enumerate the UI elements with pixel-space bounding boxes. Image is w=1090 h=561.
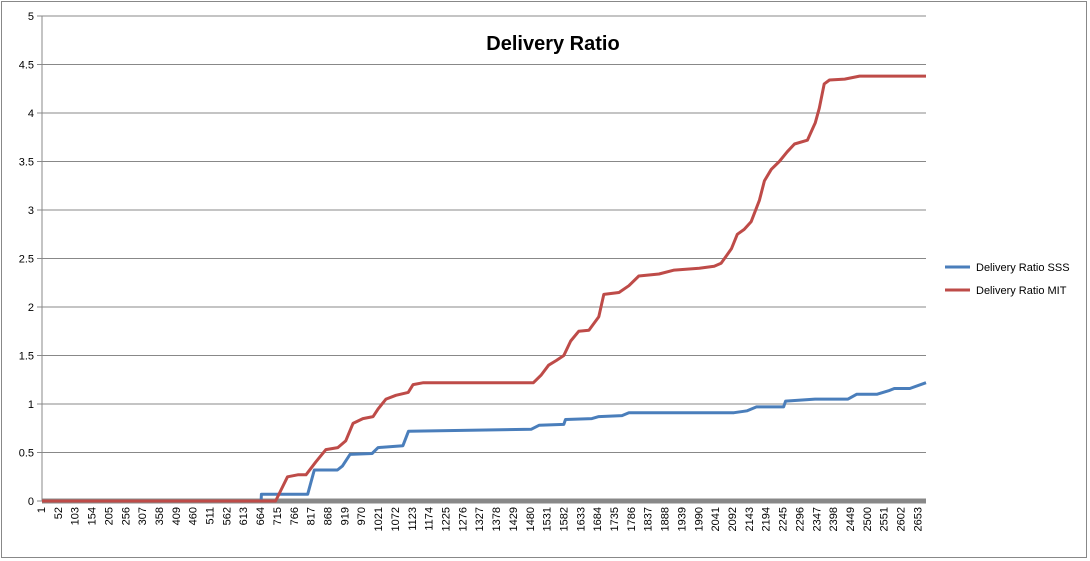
x-tick-label: 1021 [373,507,385,531]
x-tick-label: 868 [323,507,335,525]
x-tick-label: 154 [87,507,99,525]
x-tick-label: 2245 [778,507,790,531]
x-tick-label: 2296 [794,507,806,531]
x-tick-label: 1837 [643,507,655,531]
x-tick-label: 2092 [727,507,739,531]
x-tick-label: 409 [171,507,183,525]
y-tick-label: 1 [28,399,34,411]
x-tick-label: 358 [154,507,166,525]
x-tick-label: 1174 [424,507,436,531]
x-tick-label: 715 [272,507,284,525]
x-tick-label: 1684 [592,507,604,531]
x-tick-label: 2398 [828,507,840,531]
x-tick-label: 2194 [761,507,773,531]
x-tick-label: 766 [289,507,301,525]
x-tick-label: 1327 [474,507,486,531]
x-tick-label: 1939 [676,507,688,531]
x-tick-label: 1786 [626,507,638,531]
y-tick-label: 4 [28,108,34,120]
x-tick-label: 1429 [508,507,520,531]
x-tick-label: 2041 [710,507,722,531]
x-tick-label: 1582 [558,507,570,531]
legend-label: Delivery Ratio MIT [976,285,1067,297]
y-tick-label: 1.5 [19,351,34,363]
x-tick-label: 307 [137,507,149,525]
y-tick-label: 4.5 [19,60,34,72]
x-tick-label: 562 [221,507,233,525]
y-tick-label: 0.5 [19,448,34,460]
x-tick-label: 2500 [862,507,874,531]
x-tick-label: 2347 [811,507,823,531]
x-tick-label: 1531 [542,507,554,531]
x-tick-label: 2653 [912,507,924,531]
series-line-mit [42,74,926,503]
x-tick-label: 205 [103,507,115,525]
x-tick-label: 664 [255,507,267,525]
x-tick-label: 52 [53,507,65,519]
x-tick-label: 2551 [879,507,891,531]
x-tick-label: 1072 [390,507,402,531]
x-tick-label: 256 [120,507,132,525]
chart-title: Delivery Ratio [486,33,619,55]
x-tick-label: 1225 [440,507,452,531]
x-tick-label: 1888 [660,507,672,531]
x-tick-label: 919 [339,507,351,525]
x-tick-label: 817 [306,507,318,525]
y-tick-label: 5 [28,11,34,23]
x-tick-label: 1480 [525,507,537,531]
y-tick-label: 0 [28,496,34,508]
x-tick-label: 1735 [609,507,621,531]
x-tick-label: 1276 [457,507,469,531]
y-tick-label: 2 [28,302,34,314]
series-line-sss [42,381,927,503]
legend-label: Delivery Ratio SSS [976,262,1070,274]
x-tick-label: 103 [70,507,82,525]
x-tick-label: 460 [188,507,200,525]
x-tick-label: 1990 [693,507,705,531]
x-tick-label: 613 [238,507,250,525]
x-tick-label: 2602 [896,507,908,531]
x-tick-label: 2449 [845,507,857,531]
x-tick-label: 511 [205,507,217,525]
x-tick-label: 1633 [575,507,587,531]
x-tick-label: 970 [356,507,368,525]
x-tick-label: 2143 [744,507,756,531]
y-tick-label: 3 [28,205,34,217]
y-tick-label: 3.5 [19,157,34,169]
x-tick-label: 1123 [407,507,419,531]
x-tick-label: 1378 [491,507,503,531]
x-tick-label: 1 [36,507,48,513]
y-tick-label: 2.5 [19,254,34,266]
